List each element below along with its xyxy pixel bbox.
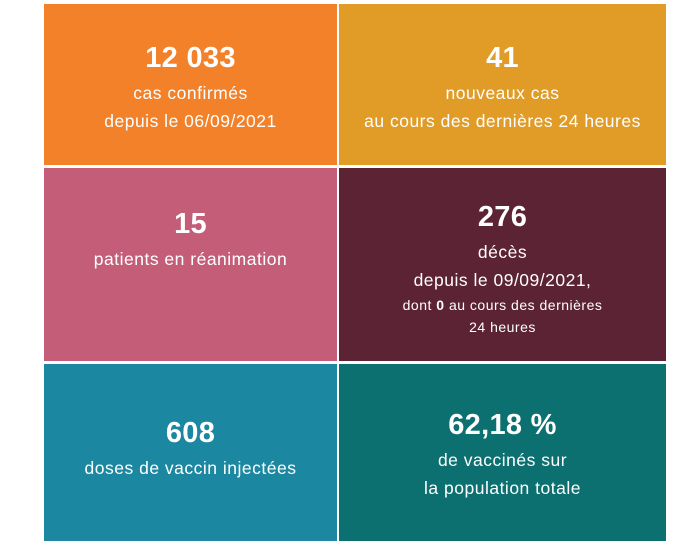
vaccinated-share-population: la population totale <box>424 477 581 498</box>
new-cases-value: 41 <box>486 41 519 74</box>
vaccinated-share-label: de vaccinés sur <box>437 449 568 470</box>
deaths-last-24h-end: 24 heures <box>469 318 536 335</box>
deaths-since: depuis le 09/09/2021, <box>413 269 592 290</box>
deaths-last-24h-prefix: dont <box>402 296 437 313</box>
deaths-value: 276 <box>477 200 528 233</box>
new-cases-period: au cours des dernières 24 heures <box>364 110 641 131</box>
vaccine-doses-value: 608 <box>165 416 216 449</box>
confirmed-cases-value: 12 033 <box>145 41 236 74</box>
tile-deaths: 276 décès depuis le 09/09/2021, dont 0 a… <box>339 168 666 361</box>
tile-vaccinated-share: 62,18 % de vaccinés sur la population to… <box>339 364 666 541</box>
tile-icu-patients: 15 patients en réanimation <box>44 168 337 361</box>
deaths-last-24h: dont 0 au cours des dernières <box>403 294 603 316</box>
icu-patients-label: patients en réanimation <box>93 248 288 269</box>
tile-confirmed-cases: 12 033 cas confirmés depuis le 06/09/202… <box>44 4 337 165</box>
tile-new-cases: 41 nouveaux cas au cours des dernières 2… <box>339 4 666 165</box>
new-cases-label: nouveaux cas <box>445 82 560 103</box>
deaths-last-24h-count: 0 <box>436 296 445 313</box>
vaccinated-share-value: 62,18 % <box>448 408 557 441</box>
confirmed-cases-since: depuis le 06/09/2021 <box>104 110 277 131</box>
deaths-last-24h-suffix: au cours des dernières <box>444 296 603 313</box>
confirmed-cases-label: cas confirmés <box>133 82 248 103</box>
vaccine-doses-label: doses de vaccin injectées <box>84 457 297 478</box>
icu-patients-value: 15 <box>174 207 207 240</box>
deaths-label: décès <box>477 241 528 262</box>
stats-grid: 12 033 cas confirmés depuis le 06/09/202… <box>44 4 666 541</box>
tile-vaccine-doses: 608 doses de vaccin injectées <box>44 364 337 541</box>
